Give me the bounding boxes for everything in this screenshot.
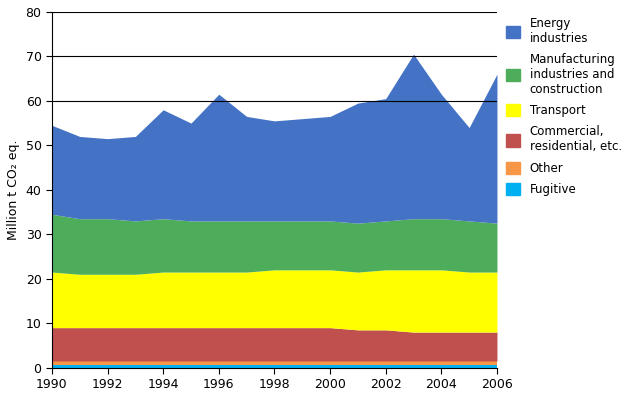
Y-axis label: Million t CO₂ eq.: Million t CO₂ eq. [7, 140, 20, 240]
Legend: Energy
industries, Manufacturing
industries and
construction, Transport, Commerc: Energy industries, Manufacturing industr… [501, 12, 626, 201]
